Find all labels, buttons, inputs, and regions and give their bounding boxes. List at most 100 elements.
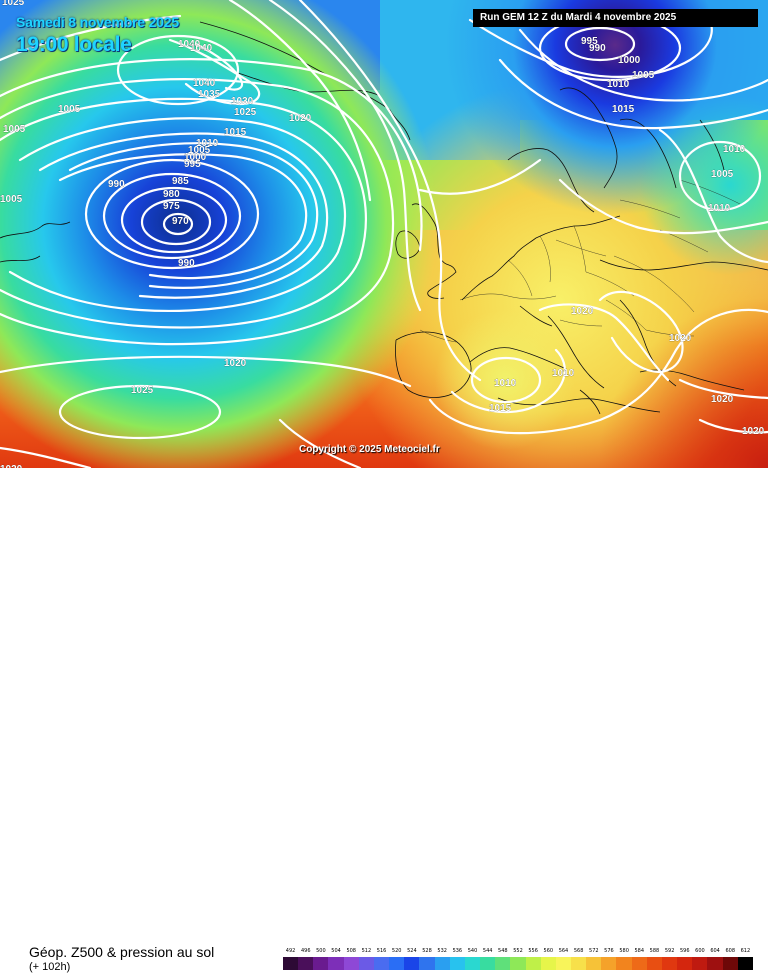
color-scale-swatch: [586, 957, 602, 970]
color-scale-label: 596: [679, 948, 690, 954]
isobar-label: 1000: [184, 152, 207, 163]
color-scale-label: 492: [285, 948, 296, 954]
coastlines: [0, 21, 768, 415]
isobar-label: 1005: [0, 194, 23, 205]
isobar-label: 1040: [190, 43, 213, 54]
color-scale-label: 508: [346, 948, 356, 954]
isobar-label: 1005: [188, 145, 211, 156]
color-scale-swatch: [646, 957, 662, 970]
isobar-label: 1025: [234, 107, 257, 118]
color-scale-label: 528: [422, 948, 432, 954]
legend-panel: Géop. Z500 & pression au sol (+ 102h) 49…: [0, 468, 768, 973]
color-scale-swatch: [298, 957, 314, 970]
isobar-label: 1030: [231, 96, 254, 107]
forecast-lead-time: (+ 102h): [29, 961, 71, 973]
color-scale-bar: [283, 957, 753, 970]
color-scale-label: 568: [573, 948, 584, 954]
color-scale-swatch: [707, 957, 723, 970]
color-scale-label: 584: [634, 948, 645, 954]
color-scale-label: 544: [482, 948, 493, 954]
color-scale-label: 496: [300, 948, 311, 954]
color-scale-swatch: [540, 957, 556, 970]
color-scale-swatch: [631, 957, 647, 970]
isobar-label: 1010: [494, 378, 517, 389]
isobar-label: 1015: [612, 104, 635, 115]
isobar-label: 1015: [489, 403, 512, 414]
isobar-label: 1005: [632, 70, 655, 81]
color-scale-label: 580: [619, 948, 629, 954]
isobar-label: 1010: [196, 138, 219, 149]
color-scale-swatch: [601, 957, 617, 970]
isobar-label: 1005: [711, 169, 734, 180]
product-title: Géop. Z500 & pression au sol: [29, 944, 215, 960]
color-scale-swatch: [525, 957, 541, 970]
isobar-label: 1005: [3, 124, 26, 135]
color-scale-label: 532: [437, 948, 447, 954]
isobar-label: 1025: [131, 385, 154, 396]
isobar-label: 1020: [0, 464, 23, 468]
isobar-label: 1020: [742, 426, 765, 437]
color-scale-swatch: [404, 957, 420, 970]
isobar-label: 1010: [708, 203, 731, 214]
color-scale-label: 564: [558, 948, 569, 954]
color-scale-label: 524: [407, 948, 417, 954]
isobar-label: 1040: [178, 39, 201, 50]
country-borders: [419, 179, 741, 343]
isobar-label: 995: [184, 159, 201, 170]
color-scale-swatch: [419, 957, 435, 970]
isobar-label: 1040: [193, 78, 216, 89]
color-scale-label: 592: [664, 948, 675, 954]
color-scale-swatch: [358, 957, 374, 970]
color-scale-swatch: [449, 957, 465, 970]
color-scale-swatch: [495, 957, 511, 970]
color-scale-swatch: [737, 957, 753, 970]
color-scale-swatch: [722, 957, 738, 970]
color-scale-labels: 492 496 500 504 508 512 516 520 524 528 532 536 540 5…: [283, 948, 753, 956]
isobar-labels: 1025 1040 1040 1005 1005 1005 1040 1035 …: [0, 0, 765, 468]
isobar-label: 980: [163, 189, 180, 200]
color-scale-swatch: [555, 957, 571, 970]
isobars: [0, 0, 768, 468]
isobar-label: 1020: [224, 358, 247, 369]
color-scale-label: 612: [740, 948, 751, 954]
color-scale-swatch: [677, 957, 693, 970]
isobar-label: 1010: [552, 368, 575, 379]
color-scale-label: 504: [331, 948, 341, 954]
isobar-label: 1020: [571, 306, 594, 317]
color-scale-swatch: [570, 957, 587, 970]
isobar-label: 1010: [723, 144, 746, 155]
color-scale-swatch: [661, 957, 678, 970]
isobar-label: 975: [163, 201, 180, 212]
isobar-label: 1020: [289, 113, 312, 124]
color-scale-label: 512: [361, 948, 372, 954]
color-scale-label: 560: [543, 948, 554, 954]
color-scale-label: 604: [710, 948, 720, 954]
color-scale-label: 572: [589, 948, 599, 954]
isobar-label: 1010: [607, 79, 630, 90]
forecast-date: Samedi 8 novembre 2025: [16, 14, 179, 30]
isobar-label: 1020: [711, 394, 734, 405]
forecast-local-time: 19:00 locale: [16, 33, 132, 56]
color-scale-swatch: [480, 957, 496, 970]
color-scale-label: 576: [604, 948, 614, 954]
color-scale-label: 520: [391, 948, 402, 954]
color-scale-swatch: [373, 957, 390, 970]
isobar-label: 1025: [2, 0, 25, 8]
isobar-label: 990: [178, 258, 195, 269]
weather-map: 1025 1040 1040 1005 1005 1005 1040 1035 …: [0, 0, 768, 468]
color-scale-swatch: [328, 957, 344, 970]
isobar-label: 990: [589, 43, 606, 54]
color-scale-swatch: [510, 957, 526, 970]
isobar-label: 1005: [58, 104, 81, 115]
isobar-label: 1035: [198, 89, 221, 100]
isobar-label: 1015: [224, 127, 247, 138]
color-scale-label: 608: [725, 948, 736, 954]
isobar-label: 990: [108, 179, 125, 190]
color-scale-label: 548: [498, 948, 508, 954]
color-scale-label: 516: [376, 948, 387, 954]
color-scale-label: 540: [467, 948, 478, 954]
color-scale-label: 600: [695, 948, 705, 954]
model-run-info: Run GEM 12 Z du Mardi 4 novembre 2025: [473, 9, 758, 27]
color-scale-swatch: [616, 957, 632, 970]
color-scale-swatch: [464, 957, 481, 970]
